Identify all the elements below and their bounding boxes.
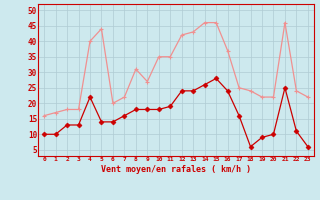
X-axis label: Vent moyen/en rafales ( km/h ): Vent moyen/en rafales ( km/h )	[101, 165, 251, 174]
